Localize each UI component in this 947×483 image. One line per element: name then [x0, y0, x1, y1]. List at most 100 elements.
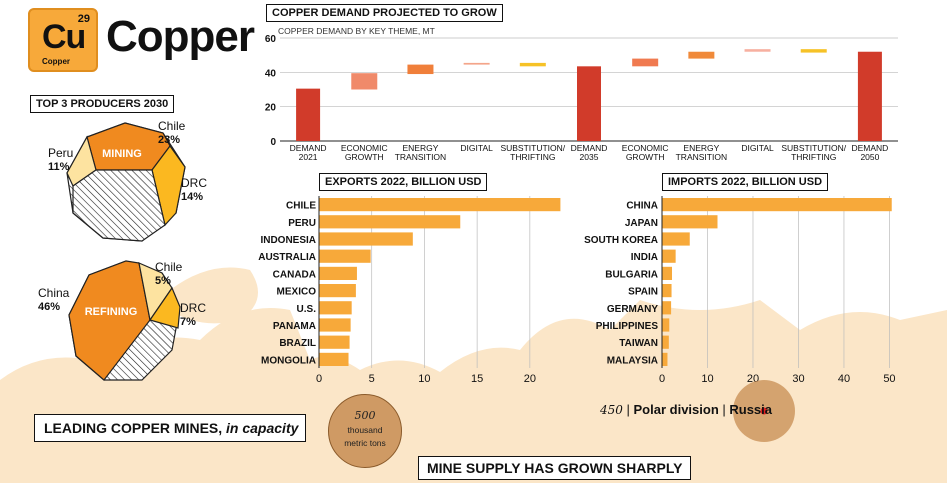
bubble-unit-1: thousand: [347, 425, 383, 435]
bar: [662, 301, 672, 315]
refining-label: REFINING: [85, 306, 138, 318]
demand-bar: [463, 62, 490, 65]
category-label: BULGARIA: [605, 269, 658, 280]
category-label: MALAYSIA: [607, 355, 658, 366]
demand-chart-subtitle: COPPER DEMAND BY KEY THEME, MT: [278, 26, 435, 36]
category-label: JAPAN: [625, 218, 658, 229]
demand-bar: [351, 73, 378, 90]
demand-bar: [857, 51, 882, 141]
x-tick-label: 30: [792, 373, 804, 385]
refining-chile-label: Chile 5%: [155, 260, 183, 288]
x-tick-label: 0: [316, 373, 322, 385]
mining-drc-label: DRC 14%: [181, 176, 207, 204]
mining-slice-drc: [151, 144, 186, 227]
category-label: INDIA: [631, 252, 658, 263]
category-label: GERMANY: [607, 304, 658, 315]
demand-chart-title: COPPER DEMAND PROJECTED TO GROW: [266, 4, 503, 22]
refining-slice-drc: [149, 286, 181, 329]
bar: [319, 215, 461, 229]
demand-category-label: DEMAND 2035: [571, 143, 608, 162]
category-label: SOUTH KOREA: [584, 235, 658, 246]
demand-chart: COPPER DEMAND BY KEY THEME, MT 0 20 40 60 DEM…: [265, 26, 898, 162]
bar: [662, 198, 892, 212]
category-label: INDONESIA: [260, 235, 316, 246]
demand-bar: [519, 62, 546, 67]
demand-category-label: DIGITAL: [460, 143, 493, 153]
element-name: Copper: [42, 57, 70, 66]
refining-drc-label: DRC 7%: [180, 301, 206, 329]
supply-title: MINE SUPPLY HAS GROWN SHARPLY: [418, 456, 692, 480]
producers-title: TOP 3 PRODUCERS 2030: [30, 95, 175, 113]
imports-chart-title: IMPORTS 2022, BILLION USD: [662, 173, 829, 191]
category-label: TAIWAN: [619, 338, 658, 349]
category-label: CANADA: [273, 269, 316, 280]
category-label: AUSTRALIA: [258, 252, 316, 263]
x-tick-label: 50: [883, 373, 895, 385]
demand-category-label: ENERGY TRANSITION: [676, 143, 727, 162]
category-label: CHINA: [626, 201, 658, 212]
bar: [319, 198, 561, 212]
bar: [319, 266, 357, 280]
bar: [319, 335, 350, 349]
exports-chart: 0 5 10 15 20 CHILE PERU INDONESIA AUSTRALIA CANAD…: [258, 196, 561, 385]
x-tick-label: 15: [471, 373, 483, 385]
demand-category-label: DEMAND 2050: [851, 143, 888, 162]
bar: [662, 352, 668, 366]
exports-chart-title: EXPORTS 2022, BILLION USD: [319, 173, 488, 191]
category-label: PERU: [288, 218, 316, 229]
refining-pie: REFINING: [68, 260, 181, 381]
x-tick-label: 10: [701, 373, 713, 385]
demand-bar: [296, 88, 321, 141]
bar: [662, 232, 690, 246]
x-tick-label: 0: [659, 373, 665, 385]
demand-category-label: DIGITAL: [741, 143, 774, 153]
bar: [662, 266, 673, 280]
bar: [319, 232, 413, 246]
x-tick-label: 10: [418, 373, 430, 385]
bar: [319, 249, 371, 263]
demand-bar: [632, 58, 659, 67]
demand-y-tick: 40: [265, 68, 277, 79]
bubble-unit-2: metric tons: [344, 438, 386, 448]
atomic-number: 29: [77, 13, 90, 25]
category-label: PANAMA: [273, 321, 316, 332]
demand-category-label: ECONOMIC GROWTH: [341, 143, 388, 162]
mine-location-marker: [760, 407, 768, 415]
bar: [319, 301, 352, 315]
demand-bar: [577, 66, 601, 141]
category-label: PHILIPPINES: [596, 321, 659, 332]
bar: [319, 318, 351, 332]
category-label: MONGOLIA: [261, 355, 316, 366]
demand-category-label: SUBSTITUTION/THRIFTING: [781, 143, 846, 162]
mining-pie: MINING: [66, 122, 186, 242]
demand-bar: [688, 51, 715, 59]
category-label: SPAIN: [628, 287, 658, 298]
demand-y-tick: 20: [265, 103, 277, 114]
category-label: BRAZIL: [279, 338, 316, 349]
demand-category-label: SUBSTITUTION/THRIFTING: [500, 143, 565, 162]
demand-bar: [744, 49, 771, 52]
element-badge: Cu 29 Copper: [28, 8, 98, 72]
category-label: U.S.: [297, 304, 317, 315]
refining-china-label: China 46%: [38, 286, 70, 314]
mining-chile-label: Chile 23%: [158, 119, 186, 147]
demand-y-tick: 60: [265, 34, 277, 45]
x-tick-label: 5: [369, 373, 375, 385]
bar: [319, 352, 349, 366]
x-tick-label: 40: [838, 373, 850, 385]
bar: [662, 249, 676, 263]
category-label: CHILE: [286, 201, 316, 212]
demand-category-label: ENERGY TRANSITION: [395, 143, 446, 162]
demand-bar: [407, 64, 434, 75]
bubble-value: 500: [354, 409, 376, 422]
mine-bubble: [733, 380, 795, 442]
demand-y-tick: 0: [270, 137, 276, 148]
mining-label: MINING: [102, 148, 142, 160]
capacity-bubble: 500 thousand metric tons: [328, 394, 402, 468]
category-label: MEXICO: [277, 287, 317, 298]
bar: [662, 215, 718, 229]
demand-category-label: DEMAND 2021: [290, 143, 327, 162]
bar: [662, 318, 670, 332]
bar: [319, 284, 356, 298]
